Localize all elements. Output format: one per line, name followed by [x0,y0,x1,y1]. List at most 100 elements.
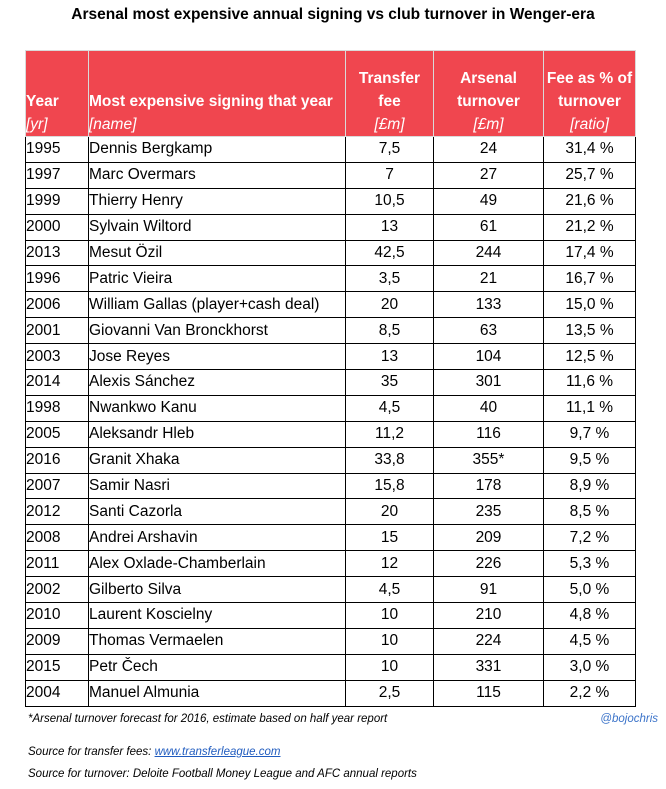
cell-signing: Marc Overmars [88,161,346,189]
cell-turnover: 210 [433,602,544,629]
cell-year: 2011 [25,550,89,578]
cell-signing: Aleksandr Hleb [88,420,346,448]
cell-year: 1999 [25,187,89,215]
table-row: 1999 Thierry Henry 10,5 49 21,6 % [25,187,636,215]
cell-year: 2005 [25,420,89,448]
cell-fee: 10 [345,653,434,681]
cell-year: 2003 [25,343,89,371]
cell-ratio: 3,0 % [543,653,636,681]
table-row: 2000 Sylvain Wiltord 13 61 21,2 % [25,213,636,241]
cell-ratio: 21,2 % [543,213,636,241]
cell-ratio: 4,5 % [543,627,636,655]
cell-ratio: 4,8 % [543,602,636,629]
table-row: 2015 Petr Čech 10 331 3,0 % [25,653,636,681]
cell-ratio: 21,6 % [543,187,636,215]
header-turnover: Arsenal turnover [433,50,544,113]
table-row: 2013 Mesut Özil 42,5 244 17,4 % [25,239,636,267]
author-handle[interactable]: @bojochris [600,713,658,725]
cell-fee: 2,5 [345,679,434,707]
cell-year: 1995 [25,136,89,163]
cell-year: 2004 [25,679,89,707]
cell-fee: 35 [345,369,434,396]
unit-turnover: [£m] [433,113,544,137]
table-row: 2007 Samir Nasri 15,8 178 8,9 % [25,472,636,500]
cell-turnover: 355* [433,446,544,474]
footnote: *Arsenal turnover forecast for 2016, est… [28,713,388,725]
cell-ratio: 5,3 % [543,550,636,578]
unit-signing: [name] [88,113,346,137]
header-ratio: Fee as % of turnover [543,50,636,113]
table-row: 2001 Giovanni Van Bronckhorst 8,5 63 13,5 % [25,317,636,345]
cell-ratio: 9,7 % [543,420,636,448]
cell-ratio: 8,9 % [543,472,636,500]
cell-signing: Laurent Koscielny [88,602,346,629]
cell-turnover: 24 [433,136,544,163]
cell-fee: 12 [345,550,434,578]
cell-year: 2008 [25,524,89,552]
cell-year: 2009 [25,627,89,655]
cell-fee: 20 [345,291,434,319]
cell-turnover: 224 [433,627,544,655]
header-row: Year Most expensive signing that year Tr… [25,50,636,113]
cell-ratio: 5,0 % [543,576,636,604]
cell-turnover: 91 [433,576,544,604]
unit-ratio: [ratio] [543,113,636,137]
cell-ratio: 25,7 % [543,161,636,189]
cell-fee: 10,5 [345,187,434,215]
cell-year: 2010 [25,602,89,629]
cell-turnover: 226 [433,550,544,578]
cell-signing: Alexis Sánchez [88,369,346,396]
table-row: 2002 Gilberto Silva 4,5 91 5,0 % [25,576,636,604]
cell-turnover: 49 [433,187,544,215]
cell-year: 2012 [25,498,89,526]
unit-row: [yr] [name] [£m] [£m] [ratio] [25,113,636,137]
cell-turnover: 21 [433,265,544,293]
cell-ratio: 2,2 % [543,679,636,707]
cell-year: 2002 [25,576,89,604]
cell-signing: Dennis Bergkamp [88,136,346,163]
cell-year: 2013 [25,239,89,267]
cell-signing: Samir Nasri [88,472,346,500]
cell-ratio: 9,5 % [543,446,636,474]
table-row: 2006 William Gallas (player+cash deal) 20 1… [25,291,636,319]
table-row: 2011 Alex Oxlade-Chamberlain 12 226 5,3 % [25,550,636,578]
cell-ratio: 11,6 % [543,369,636,396]
cell-fee: 3,5 [345,265,434,293]
cell-year: 1996 [25,265,89,293]
cell-fee: 7 [345,161,434,189]
table-body: 1995 Dennis Bergkamp 7,5 24 31,4 % 1997 Marc O… [25,136,636,707]
cell-signing: Sylvain Wiltord [88,213,346,241]
cell-turnover: 331 [433,653,544,681]
cell-signing: Mesut Özil [88,239,346,267]
cell-year: 2000 [25,213,89,241]
table-row: 1998 Nwankwo Kanu 4,5 40 11,1 % [25,394,636,422]
header-year: Year [25,50,89,113]
cell-fee: 13 [345,213,434,241]
transferleague-link[interactable]: www.transferleague.com [154,746,281,758]
unit-fee: [£m] [345,113,434,137]
cell-fee: 4,5 [345,576,434,604]
cell-fee: 20 [345,498,434,526]
cell-fee: 42,5 [345,239,434,267]
cell-signing: Granit Xhaka [88,446,346,474]
table-row: 2005 Aleksandr Hleb 11,2 116 9,7 % [25,420,636,448]
cell-signing: Andrei Arshavin [88,524,346,552]
unit-year: [yr] [25,113,89,137]
cell-year: 2001 [25,317,89,345]
cell-signing: Patric Vieira [88,265,346,293]
cell-fee: 8,5 [345,317,434,345]
signings-table: Year Most expensive signing that year Tr… [25,50,636,707]
cell-ratio: 13,5 % [543,317,636,345]
cell-ratio: 15,0 % [543,291,636,319]
cell-ratio: 11,1 % [543,394,636,422]
cell-fee: 11,2 [345,420,434,448]
cell-year: 2014 [25,369,89,396]
cell-ratio: 17,4 % [543,239,636,267]
cell-signing: Gilberto Silva [88,576,346,604]
cell-year: 2015 [25,653,89,681]
source-turnover: Source for turnover: Deloite Football Mo… [28,768,417,780]
source-fees-label: Source for transfer fees: [28,746,155,758]
cell-signing: Santi Cazorla [88,498,346,526]
cell-turnover: 61 [433,213,544,241]
cell-ratio: 16,7 % [543,265,636,293]
